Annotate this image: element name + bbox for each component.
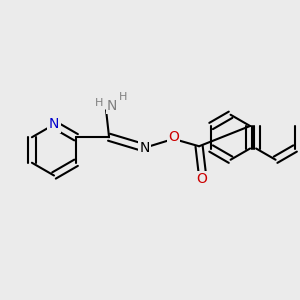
Text: N: N [49,118,59,131]
Text: H: H [118,92,127,102]
Text: N: N [107,99,117,113]
Text: O: O [168,130,179,144]
Text: H: H [94,98,103,108]
Text: N: N [139,141,150,155]
Text: O: O [196,172,208,186]
